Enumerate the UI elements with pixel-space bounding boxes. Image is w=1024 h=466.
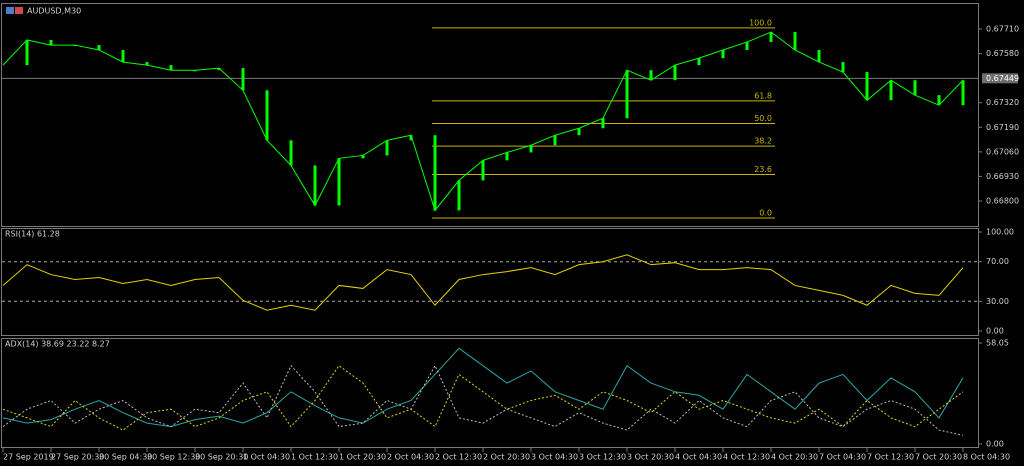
current-price-box — [982, 73, 1018, 84]
candle — [889, 80, 893, 101]
x-tick-label: 2 Oct 12:30 — [435, 453, 482, 462]
x-tick-label: 30 Sep 04:30 — [99, 453, 152, 462]
candle — [289, 140, 293, 166]
candle — [769, 32, 773, 43]
rsi-title: RSI(14) 61.28 — [5, 230, 60, 239]
candle — [841, 62, 845, 73]
candle — [745, 42, 749, 50]
x-tick-label: 7 Oct 20:30 — [915, 453, 962, 462]
candle — [457, 180, 461, 211]
x-tick-label: 8 Oct 04:30 — [963, 453, 1010, 462]
candle — [625, 70, 629, 119]
fib-label: 100.0 — [749, 18, 772, 27]
candle — [673, 65, 677, 81]
candle — [121, 49, 125, 63]
price-line — [2, 31, 964, 212]
chart-title: AUDUSD,M30 — [27, 7, 81, 16]
y-tick-label: 0.67060 — [986, 147, 1019, 156]
candle — [553, 135, 557, 146]
candle — [961, 80, 965, 106]
candle — [145, 62, 149, 66]
candle — [793, 32, 797, 50]
candle — [385, 140, 389, 156]
fib-label: 23.6 — [754, 165, 772, 174]
x-tick-label: 2 Oct 04:30 — [387, 453, 434, 462]
candle — [721, 49, 725, 59]
x-tick-label: 30 Sep 20:30 — [195, 453, 248, 462]
y-tick-label: 0.66800 — [986, 196, 1019, 205]
current-price-label: 0.67449 — [986, 74, 1019, 83]
candle — [337, 158, 341, 206]
x-tick-label: 27 Sep 20:30 — [51, 453, 104, 462]
indicator-line — [2, 364, 964, 431]
rsi-pane — [1, 228, 979, 336]
candle — [409, 135, 413, 141]
price-line — [2, 254, 964, 311]
y-tick-label: 58.05 — [986, 339, 1009, 348]
candle — [217, 68, 221, 71]
candle — [265, 90, 269, 141]
y-tick-label: 0.67320 — [986, 98, 1019, 107]
x-tick-label: 1 Oct 20:30 — [339, 453, 386, 462]
x-tick-label: 3 Oct 12:30 — [579, 453, 626, 462]
fib-label: 61.8 — [754, 91, 772, 100]
y-tick-label: 0.67710 — [986, 25, 1019, 34]
fib-label: 38.2 — [754, 137, 772, 146]
price-pane — [1, 3, 979, 227]
candle — [313, 165, 317, 206]
symbol-icon — [6, 7, 14, 14]
candle — [937, 95, 941, 106]
candle — [481, 160, 485, 181]
x-tick-label: 7 Oct 12:30 — [867, 453, 914, 462]
candle — [169, 65, 173, 71]
candle — [97, 45, 101, 50]
x-tick-label: 7 Oct 04:30 — [819, 453, 866, 462]
x-tick-label: 1 Oct 12:30 — [291, 453, 338, 462]
x-tick-label: 1 Oct 04:30 — [243, 453, 290, 462]
x-tick-label: 4 Oct 20:30 — [771, 453, 818, 462]
adx-title: ADX(14) 38.69 23.22 8.27 — [5, 340, 110, 349]
candle — [49, 39, 53, 46]
symbol-icon — [15, 7, 23, 14]
candle — [25, 39, 29, 66]
y-tick-label: 0.00 — [986, 440, 1004, 449]
candle — [577, 128, 581, 136]
y-tick-label: 0.67580 — [986, 49, 1019, 58]
x-tick-label: 4 Oct 04:30 — [675, 453, 722, 462]
candle — [361, 155, 365, 159]
indicator-line — [2, 364, 964, 436]
y-tick-label: 0.66930 — [986, 172, 1019, 181]
candle — [601, 118, 605, 129]
indicator-line — [2, 347, 964, 428]
adx-pane — [1, 338, 979, 448]
y-tick-label: 0.00 — [986, 327, 1004, 336]
candle — [817, 49, 821, 63]
fib-label: 0.0 — [759, 209, 772, 218]
x-tick-label: 3 Oct 20:30 — [627, 453, 674, 462]
y-tick-label: 0.67190 — [986, 123, 1019, 132]
candle — [865, 72, 869, 101]
x-tick-label: 2 Oct 20:30 — [483, 453, 530, 462]
y-tick-label: 70.00 — [986, 257, 1009, 266]
x-tick-label: 30 Sep 12:30 — [147, 453, 200, 462]
x-tick-label: 3 Oct 04:30 — [531, 453, 578, 462]
candle — [505, 152, 509, 161]
candle — [697, 58, 701, 66]
candle — [433, 135, 437, 211]
candle — [529, 145, 533, 153]
candle — [241, 68, 245, 91]
candle — [913, 80, 917, 96]
x-tick-label: 4 Oct 12:30 — [723, 453, 770, 462]
candle — [649, 70, 653, 81]
y-tick-label: 30.00 — [986, 297, 1009, 306]
x-tick-label: 27 Sep 2019 — [3, 453, 54, 462]
y-tick-label: 100.00 — [986, 228, 1014, 237]
fib-label: 50.0 — [754, 114, 772, 123]
